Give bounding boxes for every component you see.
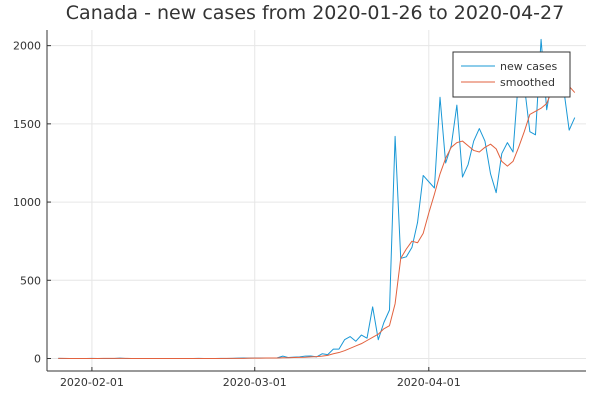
legend-label-smoothed: smoothed (500, 76, 555, 89)
x-tick-label: 2020-02-01 (60, 376, 124, 389)
x-tick-label: 2020-04-01 (397, 376, 461, 389)
chart-title: Canada - new cases from 2020-01-26 to 20… (66, 2, 564, 24)
y-tick-label: 500 (20, 274, 41, 287)
y-tick-label: 1500 (13, 118, 41, 131)
x-tick-label: 2020-03-01 (223, 376, 287, 389)
y-tick-label: 1000 (13, 196, 41, 209)
legend-box (452, 51, 571, 98)
axes (46, 30, 586, 372)
series (58, 38, 576, 359)
y-tick-label: 0 (34, 352, 41, 365)
series-line-smoothed (58, 79, 576, 359)
ticks: 0 500 1000 1500 2000 2020-02-01 2020-03-01 2020… (13, 40, 461, 389)
y-tick-label: 2000 (13, 40, 41, 53)
legend: new cases smoothed (452, 51, 571, 98)
legend-label-new-cases: new cases (500, 60, 558, 73)
